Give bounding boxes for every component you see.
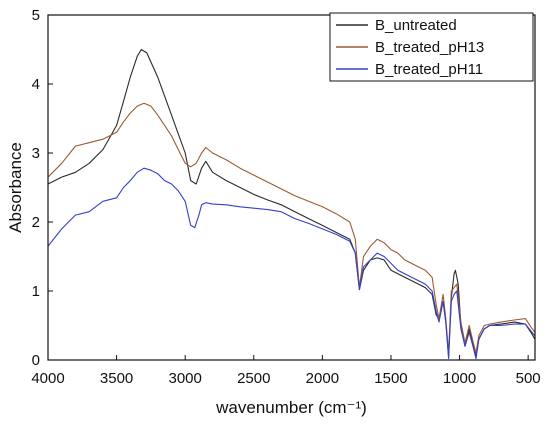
y-tick-label: 3 <box>32 145 40 162</box>
x-tick-label: 3500 <box>100 370 133 387</box>
x-tick-label: 3000 <box>168 370 201 387</box>
legend-label: B_treated_pH13 <box>375 39 484 56</box>
series-line-b-untreated <box>47 48 536 358</box>
series-layer <box>47 48 536 360</box>
ticks-layer: 4000 3500 3000 2500 2000 1500 1000 500 0 1 2 3 4 5 <box>31 7 540 387</box>
x-tick-label: 4000 <box>31 370 64 387</box>
plot-frame <box>47 14 536 361</box>
y-tick-label: 4 <box>32 76 40 93</box>
series-line-b-treated-ph11 <box>47 167 536 360</box>
x-tick-label: 1000 <box>443 370 476 387</box>
y-tick-label: 1 <box>32 283 40 300</box>
x-tick-label: 2000 <box>306 370 339 387</box>
series-line-b-treated-ph13 <box>47 102 536 354</box>
legend-label: B_untreated <box>375 17 457 34</box>
y-tick-label: 0 <box>32 352 40 369</box>
legend-items: B_untreated B_treated_pH13 B_treated_pH11 <box>336 17 484 78</box>
x-tick-label: 2500 <box>237 370 270 387</box>
legend: B_untreated B_treated_pH13 B_treated_pH11 <box>329 12 534 82</box>
y-axis-title: Absorbance <box>6 142 25 233</box>
legend-label: B_treated_pH11 <box>375 61 483 78</box>
x-tick-label: 500 <box>516 370 541 387</box>
y-tick-label: 2 <box>32 214 40 231</box>
x-axis-title: wavenumber (cm⁻¹) <box>215 398 367 417</box>
y-tick-label: 5 <box>32 7 40 24</box>
x-tick-label: 1500 <box>374 370 407 387</box>
